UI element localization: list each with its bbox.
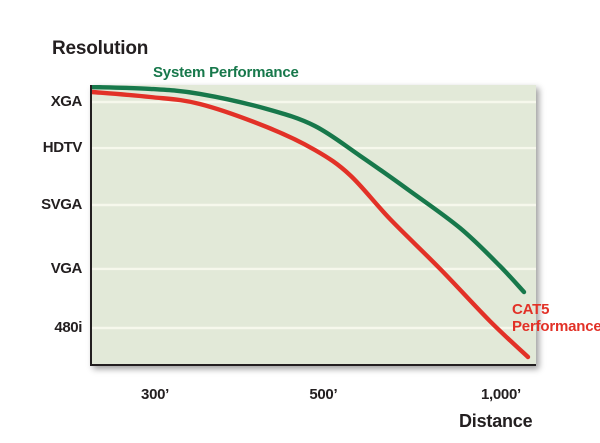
y-tick-hdtv: HDTV [42, 139, 83, 157]
y-tick-xga: XGA [50, 93, 83, 111]
series-label-line: CAT5 [512, 301, 550, 318]
plot-svg [92, 85, 536, 360]
x-tick-500: 500’ [309, 386, 338, 403]
x-tick-1-000: 1,000’ [480, 386, 521, 403]
series-label-line: System Performance [153, 64, 299, 81]
y-axis-labels: XGA HDTV SVGA VGA 480i [0, 85, 82, 364]
y-tick-vga: VGA [50, 259, 83, 277]
x-tick-300: 300’ [141, 386, 170, 403]
series-label-system-performance: System Performance [153, 64, 299, 81]
x-axis-labels: 300’ 500’ 1,000’ [92, 386, 536, 404]
series-curve-cat5-performance [92, 89, 531, 360]
series-label-cat5-performance: CAT5 Performance [512, 301, 600, 335]
y-tick-svga: SVGA [41, 195, 82, 213]
x-axis-title: Distance [459, 411, 533, 431]
series-curve-system-performance [92, 85, 527, 295]
plot-area [90, 85, 536, 366]
y-axis-title: Resolution [52, 38, 149, 59]
series-label-line: Performance [512, 318, 600, 335]
y-tick-480i: 480i [54, 319, 82, 336]
